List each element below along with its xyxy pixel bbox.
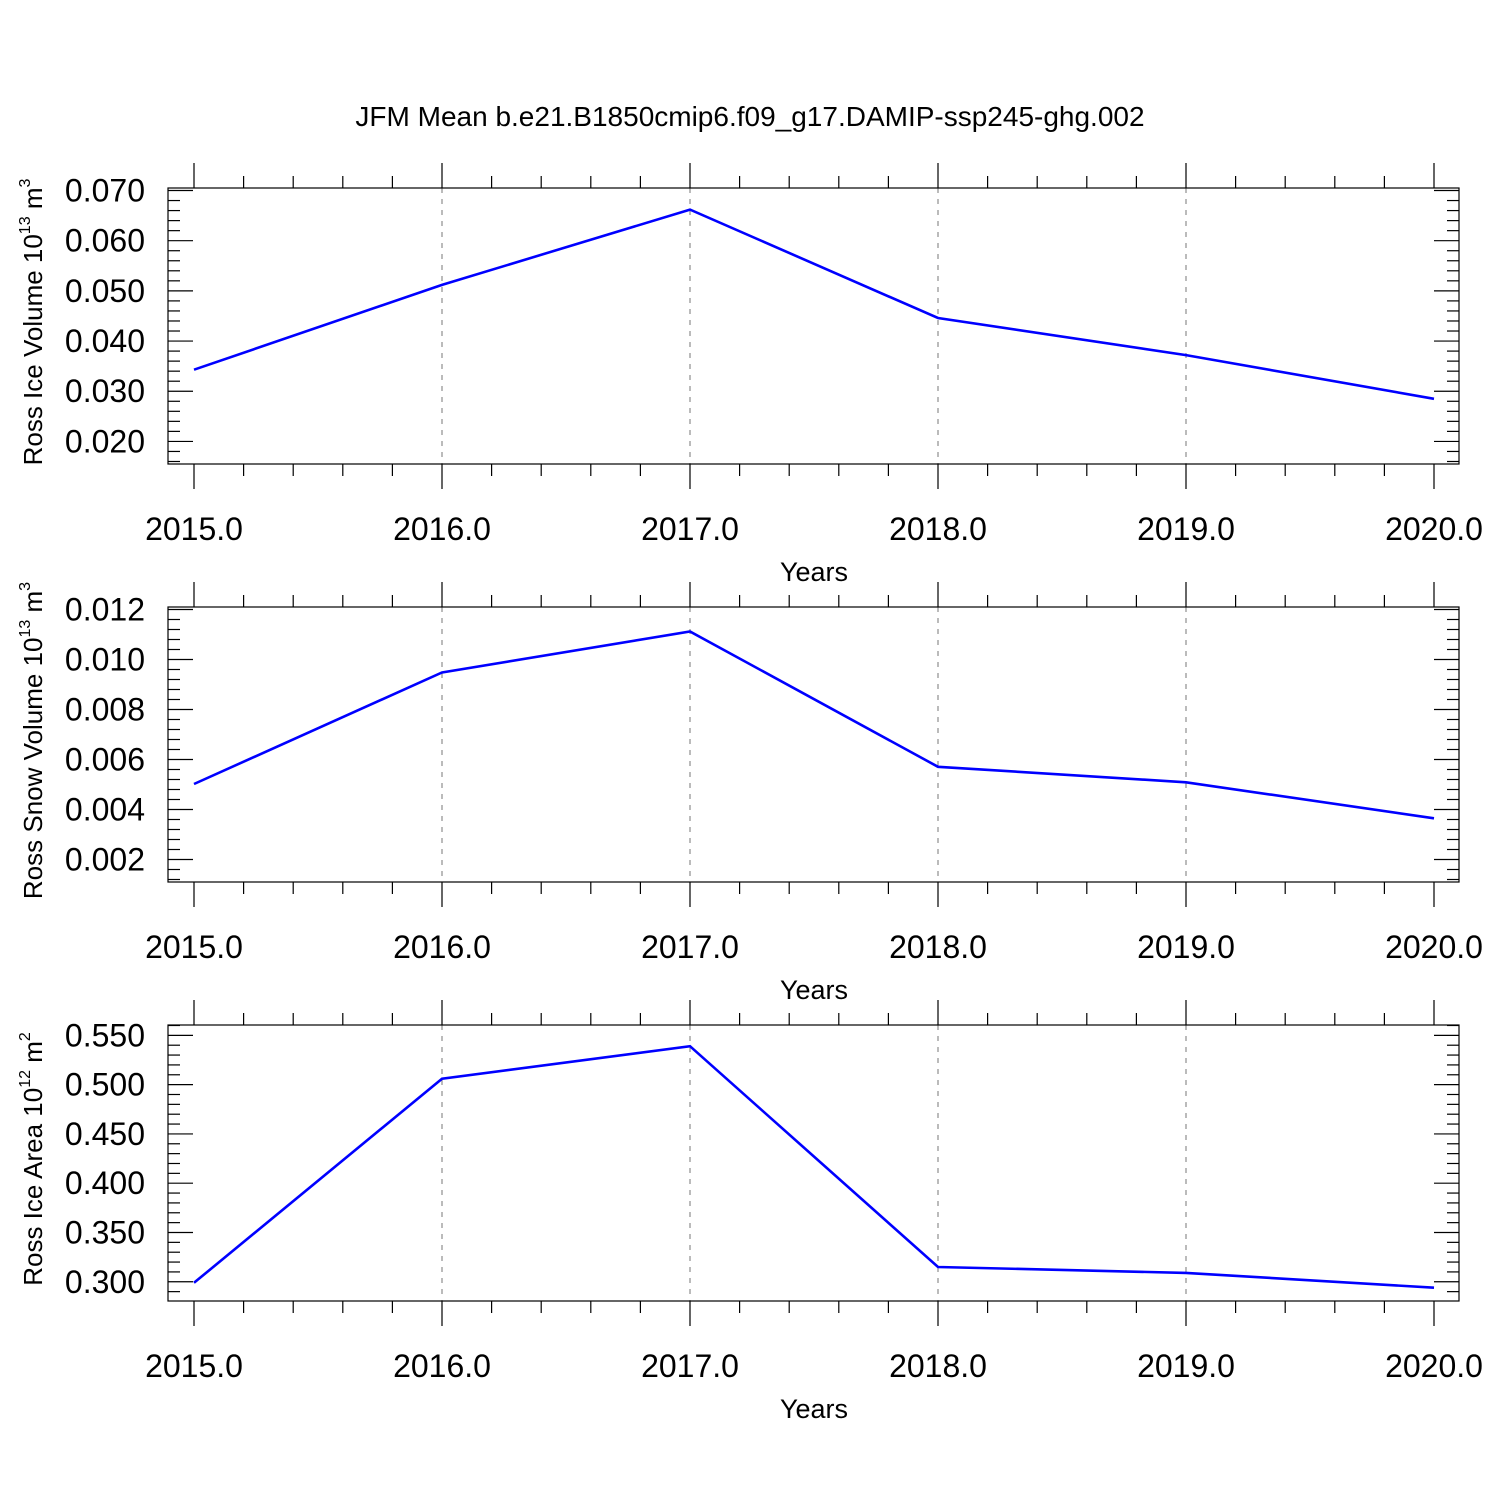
panel-1: 0.020 0.030 0.040 0.050 0.060 0.070 2015.0 2016… [17,163,1483,587]
x-tick-label: 2018.0 [889,1348,987,1384]
x-tick-label: 2019.0 [1137,1348,1235,1384]
y-axis-label: Ross Ice Volume 1013 m3 [17,178,48,465]
x-tick-label: 2015.0 [145,511,243,547]
y-tick-label: 0.020 [65,423,145,459]
x-tick-label: 2020.0 [1385,1348,1483,1384]
plot-frame [167,1024,1460,1302]
x-tick-label: 2020.0 [1385,929,1483,965]
x-tick-label: 2015.0 [145,929,243,965]
y-tick-label: 0.350 [65,1214,145,1250]
x-tick-label: 2017.0 [641,511,739,547]
x-tick-label: 2016.0 [393,511,491,547]
y-tick-label: 0.006 [65,742,145,778]
y-tick-label: 0.008 [65,692,145,728]
x-tick-label: 2018.0 [889,511,987,547]
y-tick-label: 0.050 [65,273,145,309]
y-tick-label: 0.070 [65,173,145,209]
y-tick-label: 0.030 [65,373,145,409]
x-tick-label: 2019.0 [1137,511,1235,547]
panel-2: 0.002 0.004 0.006 0.008 0.010 0.012 2015.0 2016… [17,582,1483,1005]
x-axis-label: Years [780,1394,848,1424]
panel-3: 0.300 0.350 0.400 0.450 0.500 0.550 2015.0 2016… [17,1000,1483,1424]
y-tick-label: 0.040 [65,323,145,359]
y-tick-label: 0.060 [65,223,145,259]
x-tick-label: 2015.0 [145,1348,243,1384]
y-tick-label: 0.500 [65,1067,145,1103]
plot-frame [167,606,1460,883]
x-tick-label: 2016.0 [393,1348,491,1384]
y-axis-label: Ross Ice Area 1012 m2 [17,1032,48,1286]
y-axis-label: Ross Snow Volume 1013 m3 [17,582,48,899]
x-tick-label: 2019.0 [1137,929,1235,965]
x-tick-label: 2017.0 [641,929,739,965]
series-line [193,1044,1435,1289]
series-line [193,208,1435,401]
y-tick-label: 0.004 [65,792,145,828]
series-line [193,630,1435,820]
y-tick-label: 0.012 [65,592,145,628]
y-tick-label: 0.002 [65,842,145,878]
panels: 0.020 0.030 0.040 0.050 0.060 0.070 2015.0 2016… [17,163,1483,1424]
x-tick-label: 2017.0 [641,1348,739,1384]
x-tick-label: 2018.0 [889,929,987,965]
figure-title: JFM Mean b.e21.B1850cmip6.f09_g17.DAMIP-… [355,101,1144,132]
x-tick-label: 2020.0 [1385,511,1483,547]
y-tick-label: 0.550 [65,1017,145,1053]
x-tick-label: 2016.0 [393,929,491,965]
y-tick-label: 0.450 [65,1116,145,1152]
x-axis-label: Years [780,975,848,1005]
y-tick-label: 0.400 [65,1165,145,1201]
plot-frame [167,187,1460,465]
y-tick-label: 0.010 [65,642,145,678]
y-tick-label: 0.300 [65,1264,145,1300]
x-axis-label: Years [780,557,848,587]
